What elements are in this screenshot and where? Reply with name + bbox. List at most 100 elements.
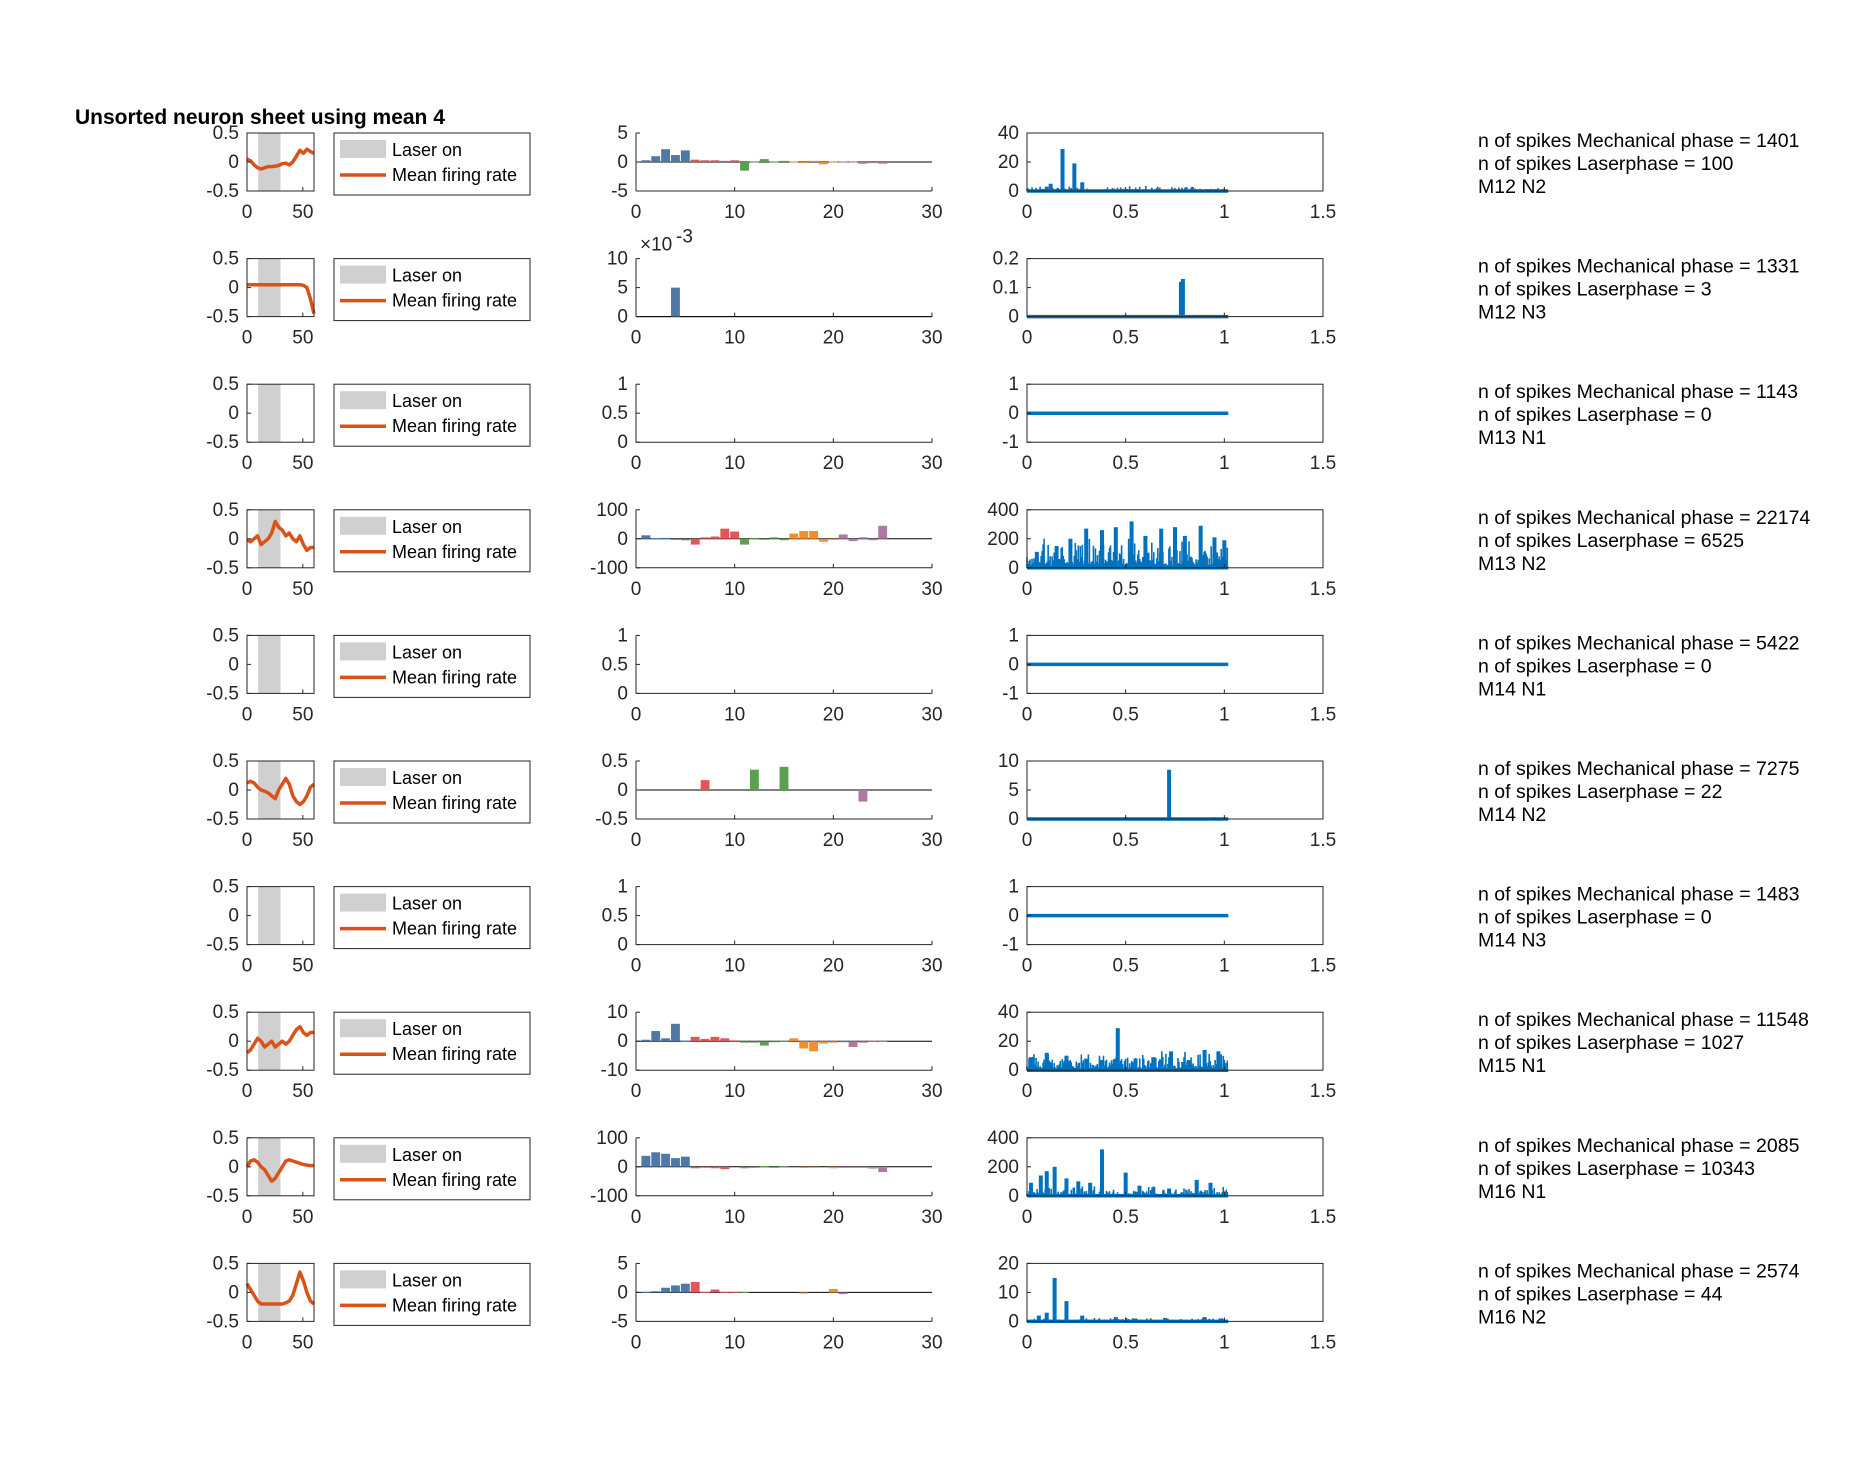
y-tick-label: 5 (1008, 780, 1019, 801)
x-tick-label: 1 (1219, 1332, 1230, 1353)
y-tick-label: -1 (1002, 935, 1019, 956)
mechanical-value: 1401 (1756, 130, 1799, 152)
x-tick-label: 0.5 (1112, 579, 1138, 600)
neuron-label: M14 N2 (1478, 804, 1546, 826)
bar (710, 160, 720, 162)
mean-firing-line-panel: 0.50-0.50 50 (206, 374, 315, 474)
y-tick-label: 0 (228, 529, 239, 550)
histogram-peak (1218, 1318, 1223, 1322)
x-tick-label: 1.5 (1310, 579, 1336, 600)
bar (730, 160, 740, 162)
y-tick-label: 1 (1008, 625, 1019, 646)
mechanical-prefix: n of spikes Mechanical phase = (1478, 1009, 1756, 1031)
bar (749, 537, 759, 539)
legend-mean-label: Mean firing rate (392, 919, 517, 939)
y-tick-label: 0 (1008, 1060, 1019, 1081)
histogram-peak (1208, 1182, 1213, 1196)
x-tick-label: 0 (631, 830, 642, 851)
bar (828, 1166, 838, 1169)
x-tick-label: 0 (631, 956, 642, 977)
figure-title: Unsorted neuron sheet using mean 4 (75, 106, 445, 129)
x-tick-label: 0.5 (1112, 704, 1138, 725)
y-tick-label: -0.5 (206, 558, 239, 579)
bar (661, 537, 671, 539)
x-tick-label: 0.5 (1112, 1081, 1138, 1102)
y-tick-label: 0 (617, 152, 628, 173)
x-tick-label: 10 (724, 1332, 745, 1353)
bar (809, 530, 819, 539)
histogram-peak (1088, 1182, 1093, 1196)
spike-histogram-panel: 400 200 00 0.5 1 1.5 (987, 1128, 1336, 1228)
x-tick-label: 0 (631, 1332, 642, 1353)
laser-prefix: n of spikes Laserphase = (1478, 279, 1701, 301)
x-tick-label: 0 (1022, 328, 1033, 349)
y-tick-label: 0 (617, 1031, 628, 1052)
x-tick-label: 10 (724, 704, 745, 725)
x-tick-label: 20 (823, 1207, 844, 1228)
exponent-power: -3 (676, 227, 693, 248)
laser-on-patch (258, 635, 281, 694)
mechanical-prefix: n of spikes Mechanical phase = (1478, 632, 1756, 654)
histogram-peak (1151, 1057, 1156, 1071)
laser-prefix: n of spikes Laserphase = (1478, 781, 1701, 803)
legend-mean-label: Mean firing rate (392, 1295, 517, 1315)
bar (838, 1292, 848, 1295)
bar (848, 538, 858, 542)
mechanical-prefix: n of spikes Mechanical phase = (1478, 758, 1756, 780)
y-tick-label: 0.5 (602, 751, 628, 772)
bar (641, 535, 651, 539)
mechanical-value: 1143 (1756, 381, 1798, 403)
mean-firing-line-panel: 0.50-0.50 50 (206, 877, 315, 977)
axes-box (1026, 1011, 1324, 1071)
histogram-peak (1137, 1185, 1142, 1196)
x-tick-label: 30 (921, 830, 942, 851)
laser-on-patch (258, 886, 281, 945)
histogram-peak (1076, 1181, 1081, 1196)
histogram-peak (1143, 535, 1148, 568)
legend-mean-label: Mean firing rate (392, 542, 517, 562)
histogram-peak (1044, 1312, 1049, 1322)
bar (809, 160, 819, 162)
y-tick-label: 0.1 (993, 278, 1019, 299)
x-tick-label: 1 (1219, 830, 1230, 851)
legend-laser-label: Laser on (392, 1270, 462, 1290)
y-tick-label: 0 (228, 906, 239, 927)
bar (641, 1155, 651, 1167)
laser-on-patch (258, 133, 281, 191)
bar (680, 1283, 690, 1293)
y-tick-label: 10 (607, 249, 628, 270)
bar (720, 160, 730, 162)
legend-laser-swatch (340, 1144, 386, 1163)
histogram-peak (1034, 551, 1039, 568)
bar (828, 1288, 838, 1293)
x-tick-label: 10 (724, 579, 745, 600)
bar (651, 1031, 661, 1042)
bar (858, 1166, 868, 1168)
x-tick-label: 1 (1219, 202, 1230, 223)
bar (690, 1281, 700, 1293)
bar (819, 1041, 828, 1044)
laser-value: 44 (1701, 1283, 1723, 1305)
mechanical-spike-count: n of spikes Mechanical phase = 11548 (1478, 1009, 1809, 1031)
x-tick-label: 20 (823, 453, 844, 474)
x-tick-label: 20 (823, 1332, 844, 1353)
mean-firing-line-panel: 0.50-0.50 50 (206, 1253, 316, 1353)
bar (878, 525, 888, 539)
y-tick-label: -0.5 (206, 1311, 239, 1332)
bar (700, 1038, 710, 1042)
x-tick-label: 1 (1219, 1081, 1230, 1102)
histogram-peak (1064, 1301, 1069, 1322)
bar (641, 1039, 651, 1042)
bar (661, 1153, 671, 1167)
histogram-peak (1202, 1049, 1207, 1071)
y-tick-label: 0 (228, 1157, 239, 1178)
y-tick-label: -5 (611, 1311, 628, 1332)
histogram-peak (1123, 1172, 1128, 1196)
bar (799, 1166, 809, 1168)
spike-histogram-panel: 10-10 0.5 1 1.5 (1002, 877, 1336, 977)
neuron-label: M13 N2 (1478, 553, 1546, 575)
mechanical-value: 2085 (1756, 1135, 1800, 1157)
x-tick-label: 0 (242, 202, 253, 223)
bar (838, 1166, 848, 1168)
bar (769, 537, 779, 539)
